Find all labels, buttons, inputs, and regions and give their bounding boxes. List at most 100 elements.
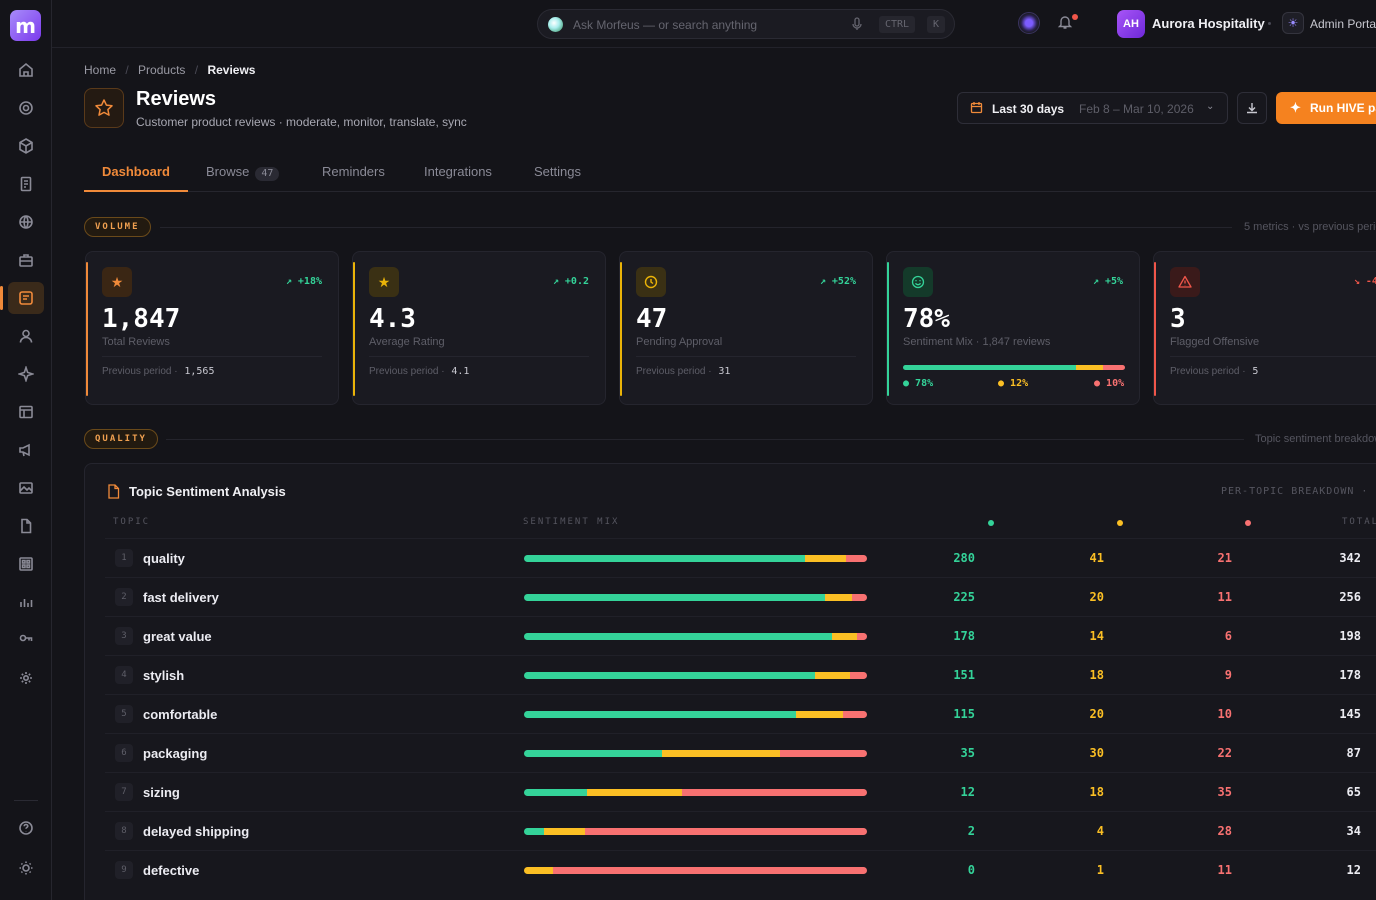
sparkle-icon[interactable] [14,362,38,386]
chart-icon[interactable] [14,590,38,614]
calendar-icon [970,101,983,117]
file-icon[interactable] [14,514,38,538]
mix-segment-negative [1102,365,1125,370]
smile-icon [903,267,933,297]
card-divider [1170,356,1376,357]
cube-icon[interactable] [14,134,38,158]
tab-integrations[interactable]: Integrations [424,164,492,179]
tab-browse-label: Browse [206,164,250,179]
portal-sun-icon[interactable]: ☀ [1282,12,1304,34]
positive-count: 280 [953,551,975,565]
grid-icon[interactable] [14,552,38,576]
previous-period: Previous period · 5 [1170,366,1259,377]
settings-gear-icon[interactable] [14,666,38,690]
metric-card-flagged-offensive[interactable]: ↘ -40% 3 Flagged Offensive Previous peri… [1153,251,1376,405]
search-placeholder[interactable]: Ask Morfeus — or search anything [573,18,758,32]
sentiment-segment-negative [852,594,867,601]
positive-count: 178 [953,629,975,643]
ai-assistant-icon[interactable] [1018,12,1040,34]
admin-portal-label[interactable]: Admin Portal [1310,17,1376,31]
notification-dot [1072,14,1078,20]
run-hive-button[interactable]: ✦ Run HIVE pass [1276,92,1376,124]
negative-count: 21 [1217,551,1232,565]
browse-count-badge: 47 [255,167,280,181]
neutral-count: 20 [1089,590,1104,604]
previous-period: Previous period · 4.1 [369,366,470,377]
table-row[interactable]: 3 great value 178 14 6 198 [105,616,1376,655]
metric-value: 78% [903,304,950,334]
briefcase-icon[interactable] [14,248,38,272]
sentiment-bar [524,750,867,757]
sentiment-bar [524,789,867,796]
key-icon[interactable] [14,628,38,652]
microphone-icon[interactable] [851,17,863,34]
metric-card-total-reviews[interactable]: ★ ↗ +18% 1,847 Total Reviews Previous pe… [85,251,339,405]
bell-icon[interactable] [1057,14,1073,35]
total-count: 256 [1339,590,1361,604]
row-index: 5 [115,705,133,723]
total-count: 342 [1339,551,1361,565]
table-row[interactable]: 1 quality 280 41 21 342 [105,538,1376,577]
positive-count: 12 [960,785,975,799]
tab-reminders[interactable]: Reminders [322,164,385,179]
sentiment-segment-positive [524,594,826,601]
total-count: 87 [1346,746,1361,760]
sentiment-bar [524,594,867,601]
page-subtitle: Customer product reviews · moderate, mon… [136,115,467,129]
layout-icon[interactable] [14,400,38,424]
column-header-topic: TOPIC [113,517,151,527]
metric-card-sentiment-mix[interactable]: ↗ +5% 78% Sentiment Mix · 1,847 reviews … [886,251,1140,405]
download-button[interactable] [1237,92,1267,124]
metric-card-average-rating[interactable]: ★ ↗ +0.2 4.3 Average Rating Previous per… [352,251,606,405]
breadcrumb-home[interactable]: Home [84,63,117,77]
panel-subtitle: PER-TOPIC BREAKDOWN · HIVE [1221,486,1376,497]
sentiment-bar [524,867,867,874]
globe-icon[interactable] [14,210,38,234]
tab-dashboard[interactable]: Dashboard [102,164,170,179]
reviews-nav-icon[interactable] [0,282,44,314]
table-row[interactable]: 9 defective 0 1 11 12 [105,850,1376,889]
metric-card-pending-approval[interactable]: ↗ +52% 47 Pending Approval Previous peri… [619,251,873,405]
image-icon[interactable] [14,476,38,500]
org-avatar[interactable]: AH [1117,10,1145,38]
megaphone-icon[interactable] [14,438,38,462]
table-row[interactable]: 6 packaging 35 30 22 87 [105,733,1376,772]
tab-browse[interactable]: Browse 47 [206,164,280,181]
org-name[interactable]: Aurora Hospitality [1152,16,1265,31]
sentiment-segment-neutral [661,750,781,757]
total-count: 65 [1346,785,1361,799]
table-row[interactable]: 4 stylish 151 18 9 178 [105,655,1376,694]
star-outline-icon [84,88,124,128]
topic-name: defective [143,863,200,878]
total-count: 12 [1346,863,1361,877]
tab-settings[interactable]: Settings [534,164,581,179]
sidebar: m [0,0,52,900]
sentiment-segment-positive [524,633,833,640]
help-icon[interactable] [14,816,38,840]
home-icon[interactable] [14,58,38,82]
table-row[interactable]: 8 delayed shipping 2 4 28 34 [105,811,1376,850]
app-logo[interactable]: m [10,10,41,41]
table-row[interactable]: 5 comfortable 115 20 10 145 [105,694,1376,733]
table-row[interactable]: 2 fast delivery 225 20 11 256 [105,577,1376,616]
column-header-total: TOTAL [1342,517,1376,527]
trend-indicator: ↗ +0.2 [552,276,589,287]
search-bar[interactable]: Ask Morfeus — or search anything CTRL K [537,9,955,39]
table-row[interactable]: 7 sizing 12 18 35 65 [105,772,1376,811]
neutral-count: 18 [1089,668,1104,682]
neutral-count: 20 [1089,707,1104,721]
target-icon[interactable] [14,96,38,120]
download-icon [1247,103,1257,114]
topic-name: comfortable [143,707,218,722]
document-icon[interactable] [14,172,38,196]
breadcrumb-products[interactable]: Products [138,63,186,77]
card-divider [369,356,589,357]
sentiment-segment-negative [780,750,867,757]
date-range-picker[interactable]: Last 30 days Feb 8 – Mar 10, 2026 ⌄ [957,92,1228,124]
row-index: 7 [115,783,133,801]
theme-sun-icon[interactable] [14,856,38,880]
positive-legend: ● 78% [903,378,934,389]
user-icon[interactable] [14,324,38,348]
chevron-down-icon: ⌄ [1206,101,1215,112]
positive-count: 151 [953,668,975,682]
